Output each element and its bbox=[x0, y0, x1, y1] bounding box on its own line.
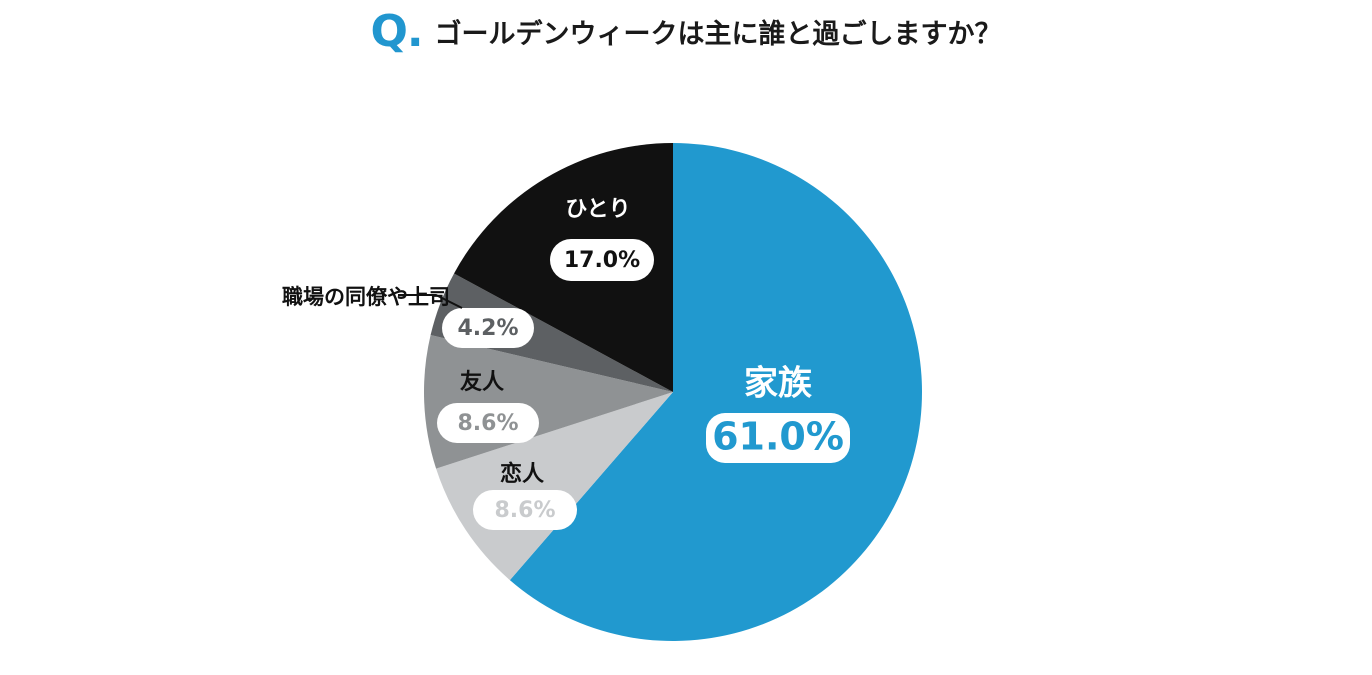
slice-label: ひとり bbox=[565, 197, 630, 222]
slice-label: 友人 bbox=[460, 370, 504, 395]
leader-line bbox=[398, 294, 463, 309]
value-pill bbox=[550, 239, 654, 281]
slice-label: 職場の同僚や上司 bbox=[282, 285, 450, 309]
pie-slice bbox=[436, 392, 673, 581]
pie-slice bbox=[430, 273, 673, 392]
value-label: 8.6% bbox=[457, 411, 518, 436]
value-label: 17.0% bbox=[564, 248, 640, 273]
value-pill bbox=[442, 308, 534, 348]
question-text: ゴールデンウィークは主に誰と過ごしますか？ bbox=[434, 19, 1002, 50]
pie-slice bbox=[509, 143, 923, 641]
value-pill bbox=[437, 403, 539, 443]
slice-label: 家族 bbox=[744, 364, 812, 404]
value-pill bbox=[473, 490, 577, 530]
slice-label: 恋人 bbox=[500, 461, 544, 487]
question-header: Q. ゴールデンウィークは主に誰と過ごしますか？ bbox=[0, 6, 1372, 57]
value-label: 4.2% bbox=[457, 316, 518, 341]
value-label: 8.6% bbox=[494, 498, 555, 523]
value-pill bbox=[706, 413, 850, 463]
question-mark: Q. bbox=[370, 6, 423, 57]
value-label: 61.0% bbox=[712, 415, 844, 459]
